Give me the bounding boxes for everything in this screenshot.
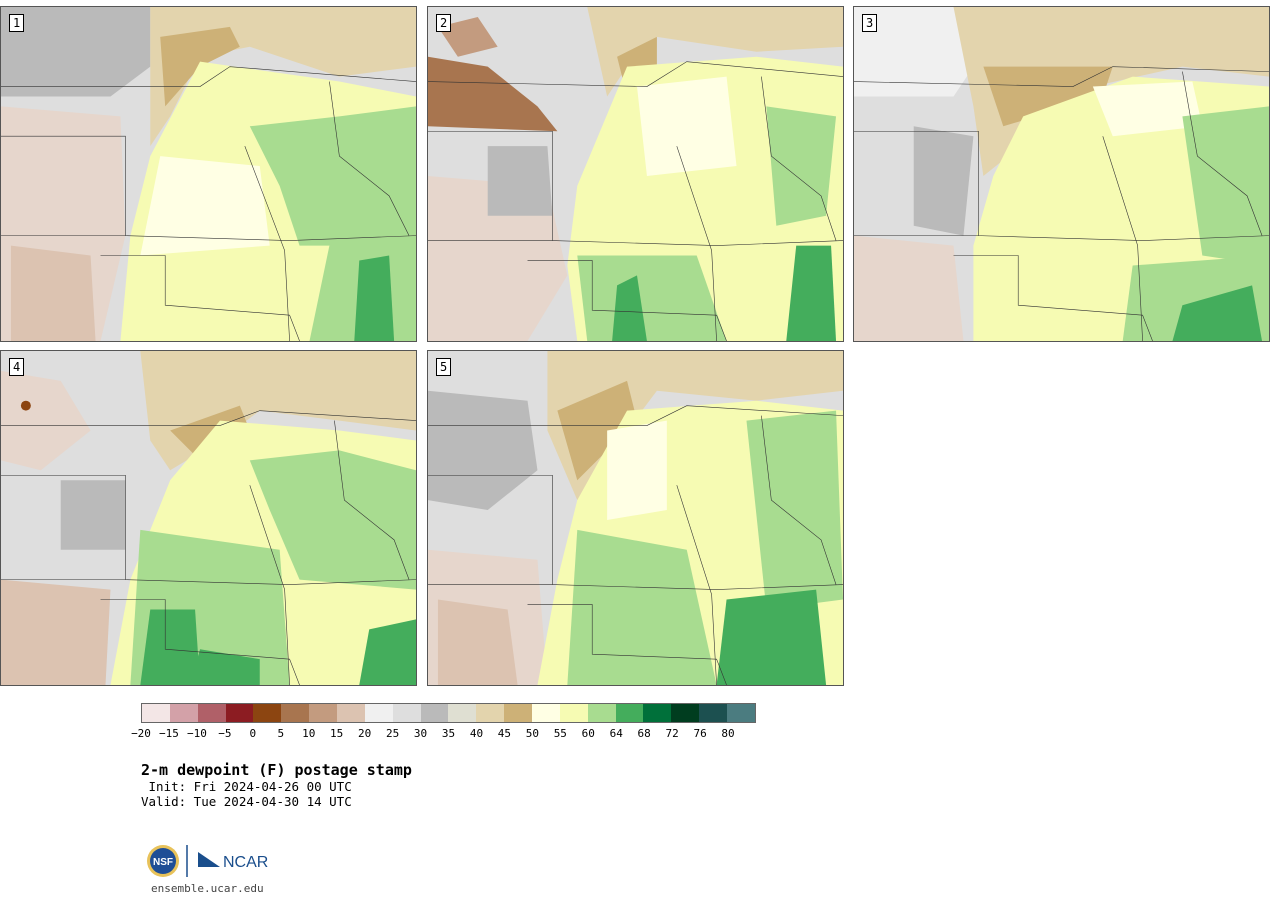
colorbar-tick-label: 15 — [330, 727, 344, 740]
colorbar-swatch — [699, 704, 728, 722]
colorbar-tick-label: 10 — [302, 727, 316, 740]
colorbar-tick-label: 35 — [441, 727, 456, 740]
panel-number: 4 — [9, 358, 25, 376]
colorbar-tick-label: 72 — [665, 727, 679, 740]
colorbar-tick-label: 64 — [609, 727, 623, 740]
colorbar-swatch — [559, 704, 588, 722]
panel-number: 1 — [9, 14, 25, 32]
colorbar-tick-label: 60 — [581, 727, 595, 740]
panel-number: 3 — [862, 14, 878, 32]
map-title: 2-m dewpoint (F) postage stamp — [141, 761, 412, 779]
nsf-logo-text: NSF — [153, 857, 173, 868]
colorbar-tick-label: 76 — [693, 727, 707, 740]
colorbar-tick-label: 40 — [469, 727, 484, 740]
colorbar-tick-label: −20 — [131, 727, 151, 740]
colorbar-tick-label: 20 — [358, 727, 372, 740]
dewpoint-map — [428, 351, 843, 685]
colorbar-swatch — [727, 704, 755, 722]
map-panel-3: 3 — [853, 6, 1270, 342]
colorbar-swatch — [643, 704, 672, 722]
colorbar-swatch — [671, 704, 700, 722]
dewpoint-map — [1, 351, 416, 685]
colorbar-swatch — [309, 704, 338, 722]
colorbar-tick-label: 55 — [553, 727, 567, 740]
colorbar-tick-label: 68 — [637, 727, 651, 740]
colorbar-swatch — [448, 704, 477, 722]
colorbar-labels: −20 −15 −10 −5 0 5 10 15 20 25 30 35 40 45 50 55 60 64 68 7… — [131, 727, 756, 741]
colorbar-swatch — [253, 704, 282, 722]
colorbar-tick-label: −5 — [218, 727, 232, 740]
ncar-logo-text: NCAR — [223, 854, 268, 871]
colorbar-tick-label: −10 — [186, 727, 207, 740]
colorbar-swatch — [364, 704, 393, 722]
colorbar-tick-label: 5 — [277, 727, 285, 740]
colorbar-tick-label: 45 — [497, 727, 512, 740]
colorbar-swatch — [142, 704, 170, 722]
map-panel-4: 4 — [0, 350, 417, 686]
colorbar-swatch — [615, 704, 644, 722]
colorbar-tick-label: −15 — [159, 727, 179, 740]
colorbar-swatch — [532, 704, 560, 722]
dewpoint-map — [428, 7, 843, 341]
colorbar-tick-label: 0 — [249, 727, 257, 740]
map-panel-1: 1 — [0, 6, 417, 342]
dewpoint-map — [854, 7, 1269, 341]
colorbar-swatch — [281, 704, 310, 722]
init-time: Init: Fri 2024-04-26 00 UTC — [141, 779, 352, 794]
colorbar-tick-label: 30 — [413, 727, 428, 740]
nsf-ncar-logo: NSF NCAR — [145, 843, 275, 879]
colorbar-tick-label: 25 — [385, 727, 400, 740]
colorbar-tick-label: 80 — [721, 727, 735, 740]
website-url: ensemble.ucar.edu — [151, 882, 264, 895]
colorbar-swatch — [169, 704, 198, 722]
map-panel-2: 2 — [427, 6, 844, 342]
colorbar-swatch — [504, 704, 533, 722]
valid-time: Valid: Tue 2024-04-30 14 UTC — [141, 794, 352, 809]
panel-number: 2 — [436, 14, 452, 32]
map-panel-5: 5 — [427, 350, 844, 686]
colorbar — [141, 703, 756, 723]
colorbar-swatch — [476, 704, 505, 722]
colorbar-swatch — [337, 704, 365, 722]
panel-number: 5 — [436, 358, 452, 376]
colorbar-swatch — [587, 704, 616, 722]
colorbar-swatch — [197, 704, 226, 722]
colorbar-tick-label: 50 — [525, 727, 539, 740]
colorbar-swatch — [420, 704, 449, 722]
dewpoint-map — [1, 7, 416, 341]
colorbar-swatch — [392, 704, 421, 722]
colorbar-swatch — [225, 704, 254, 722]
